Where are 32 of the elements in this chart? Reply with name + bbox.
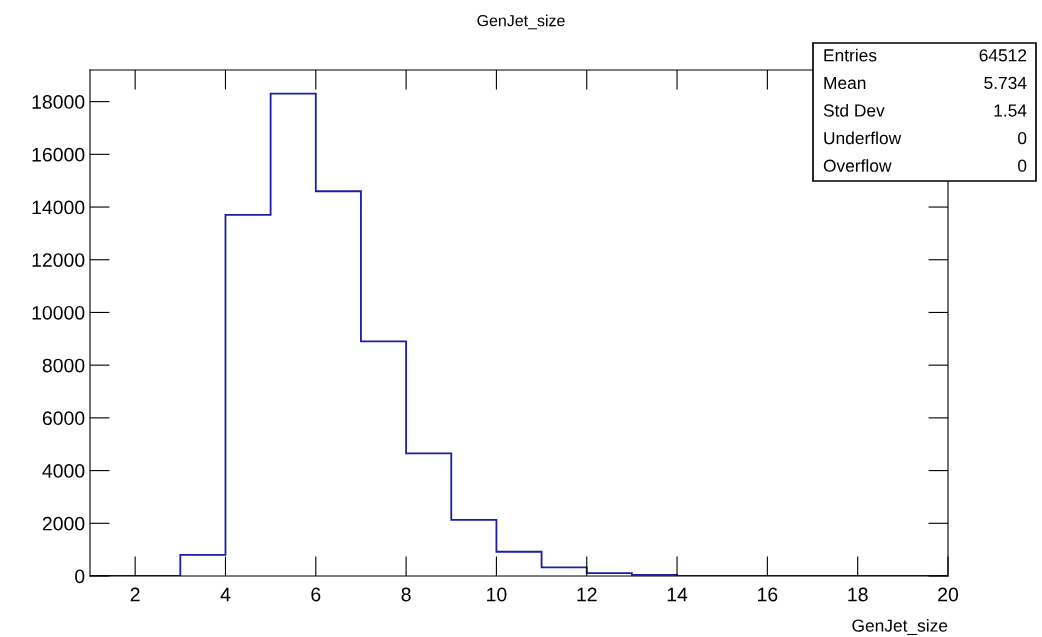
y-tick-label: 12000 <box>32 253 85 267</box>
y-tick-label: 2000 <box>42 516 85 531</box>
y-tick-label: 10000 <box>32 305 85 320</box>
x-tick-label: 18 <box>848 587 868 602</box>
x-tick-label: 4 <box>220 587 231 602</box>
y-tick-label: 6000 <box>42 411 85 426</box>
y-tick-label: 14000 <box>32 200 85 215</box>
y-tick-label: 4000 <box>42 464 85 478</box>
text: Entries <box>824 48 877 62</box>
y-tick-label: 8000 <box>42 358 85 373</box>
text: 0 <box>1018 131 1027 145</box>
x-tick-label: 6 <box>311 587 321 602</box>
annotation: Mean <box>824 76 866 90</box>
x-tick-label: 8 <box>401 587 411 602</box>
x-tick-label: 16 <box>758 587 778 602</box>
x-tick-label: 2 <box>130 587 140 602</box>
chart-title: GenJet_size <box>477 14 565 30</box>
x-tick-label: 12 <box>577 587 597 602</box>
y-tick-label: 18000 <box>32 95 85 109</box>
x-axis-title: GenJet_size <box>852 619 948 636</box>
text: 5.734 <box>984 76 1027 90</box>
x-tick-label: 20 <box>938 587 959 602</box>
y-tick-label: 16000 <box>32 147 85 162</box>
x-tick-label: 14 <box>667 587 688 602</box>
annotation: Overflow <box>823 159 892 172</box>
y-tick-label: 0 <box>75 569 85 584</box>
x-tick-label: 10 <box>487 587 507 602</box>
text: 64512 <box>979 49 1027 62</box>
text: 0 <box>1018 159 1027 172</box>
annotation: Std Dev <box>823 103 885 117</box>
text: 1.54 <box>994 104 1027 117</box>
annotation: Underflow <box>824 131 902 145</box>
